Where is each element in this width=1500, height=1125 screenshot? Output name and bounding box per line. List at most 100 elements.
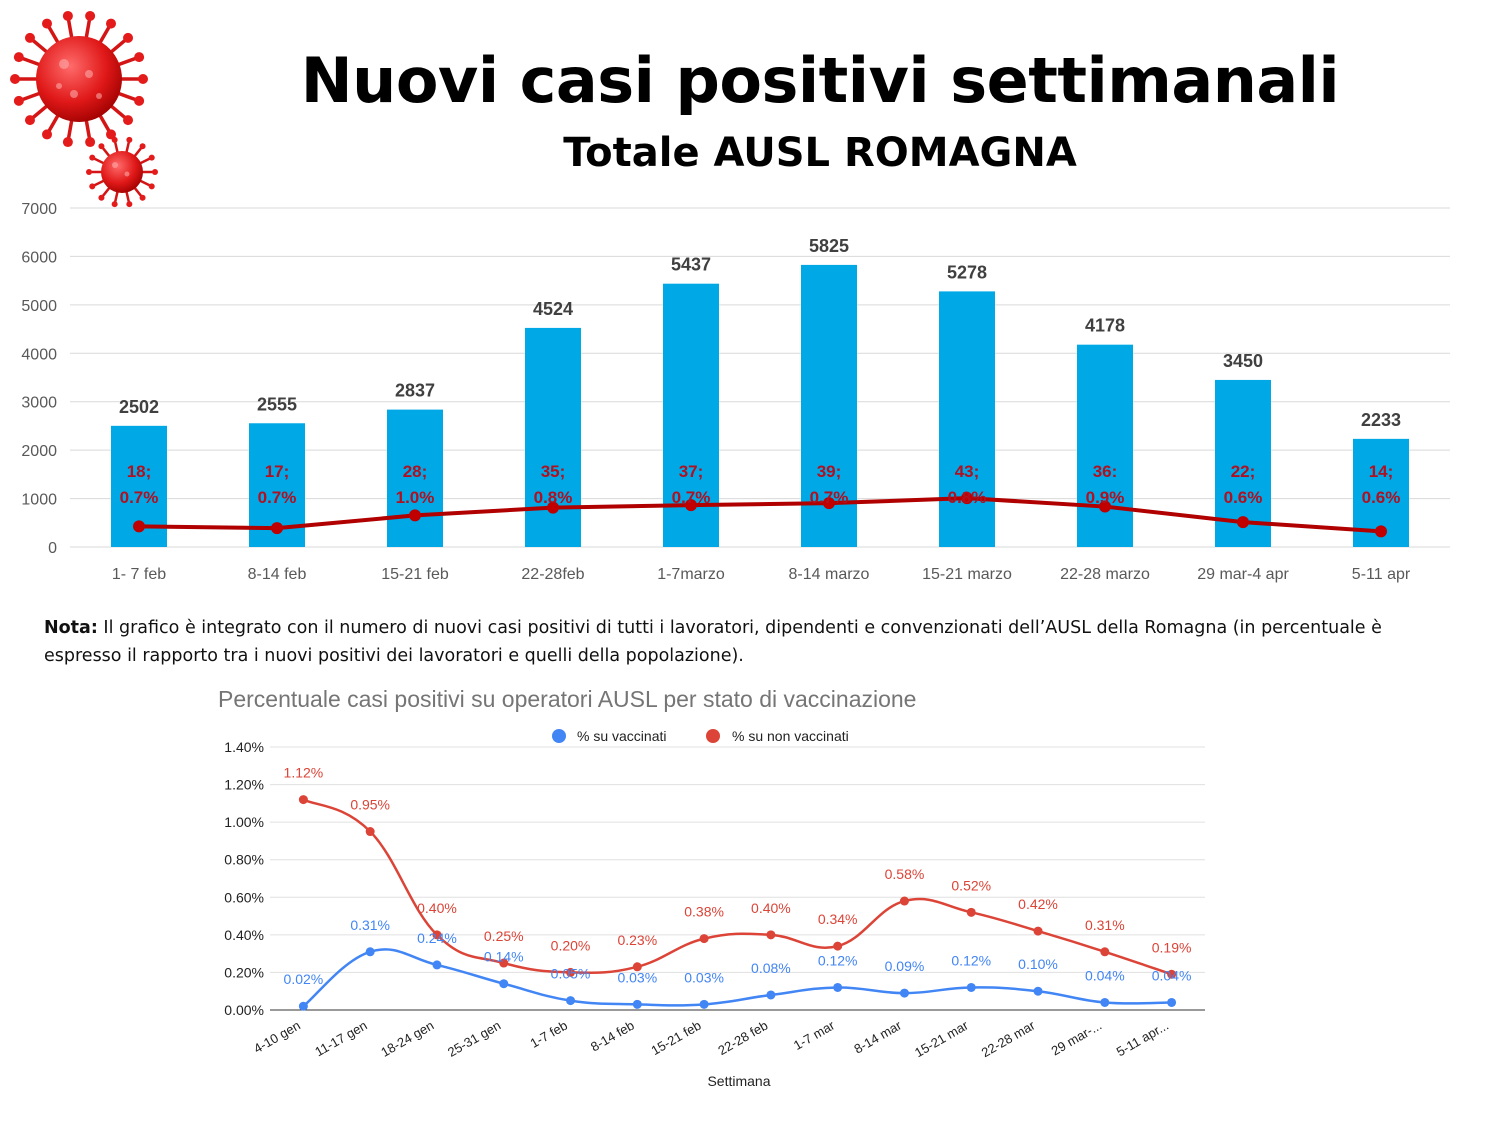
x-tick-label: 1- 7 feb bbox=[112, 566, 166, 583]
y-tick-label: 4000 bbox=[21, 346, 57, 363]
x-tick-label: 4-10 gen bbox=[251, 1018, 303, 1057]
worker-label-count: 36: bbox=[1093, 462, 1118, 481]
worker-cases-point bbox=[823, 497, 835, 510]
worker-cases-line bbox=[138, 496, 1382, 534]
worker-cases-point bbox=[961, 492, 973, 505]
nonvaccinated-point bbox=[699, 934, 709, 944]
bar-value-label: 4178 bbox=[1085, 316, 1125, 336]
nonvaccinated-point bbox=[833, 941, 843, 951]
worker-cases-point bbox=[1099, 500, 1111, 513]
large-virus-icon bbox=[10, 10, 148, 148]
chart-title: Percentuale casi positivi su operatori A… bbox=[218, 686, 916, 712]
worker-label-percent: 0.7% bbox=[672, 488, 711, 507]
x-tick-label: 29 mar-... bbox=[1049, 1018, 1105, 1059]
y-tick-label: 3000 bbox=[21, 395, 57, 412]
bar-value-label: 2233 bbox=[1361, 410, 1401, 430]
vaccinated-point bbox=[699, 999, 709, 1009]
note-label: Nota: bbox=[44, 618, 98, 638]
nonvaccinated-data-label: 1.12% bbox=[284, 765, 324, 781]
y-tick-label: 0 bbox=[48, 540, 57, 557]
y-tick-label: 1.20% bbox=[224, 777, 264, 793]
y-tick-label: 0.80% bbox=[224, 852, 264, 868]
worker-label-percent: 0.8% bbox=[534, 488, 573, 507]
x-tick-label: 5-11 apr bbox=[1352, 566, 1411, 583]
worker-label-percent: 0.6% bbox=[1362, 488, 1401, 507]
x-tick-label: 1-7 feb bbox=[527, 1018, 570, 1051]
nonvaccinated-data-label: 0.40% bbox=[751, 900, 791, 916]
nonvaccinated-line bbox=[302, 798, 1173, 976]
worker-label-count: 43; bbox=[955, 462, 980, 481]
vaccinated-data-label: 0.03% bbox=[684, 969, 724, 985]
vaccinated-data-label: 0.24% bbox=[417, 930, 457, 946]
y-tick-label: 5000 bbox=[21, 298, 57, 315]
worker-cases-point bbox=[409, 509, 421, 522]
nonvaccinated-point bbox=[766, 930, 776, 940]
worker-label-count: 39; bbox=[817, 462, 842, 481]
x-tick-label: 8-14 marzo bbox=[789, 566, 870, 583]
worker-cases-point bbox=[133, 520, 145, 533]
vaccinated-point bbox=[499, 979, 509, 989]
bar-value-label: 2502 bbox=[119, 397, 159, 417]
vaccinated-data-label: 0.04% bbox=[1152, 967, 1192, 983]
vaccinated-point bbox=[432, 960, 442, 970]
vaccinated-point bbox=[365, 947, 375, 957]
bar bbox=[939, 291, 995, 547]
x-tick-label: 8-14 feb bbox=[588, 1018, 637, 1055]
vaccinated-point bbox=[632, 999, 642, 1009]
bar-value-label: 5437 bbox=[671, 255, 711, 275]
nonvaccinated-point bbox=[499, 958, 509, 968]
nonvaccinated-point bbox=[899, 896, 909, 906]
y-tick-label: 0.40% bbox=[224, 927, 264, 943]
worker-label-percent: 0.7% bbox=[258, 488, 297, 507]
y-tick-label: 1000 bbox=[21, 492, 57, 509]
x-tick-label: 15-21 marzo bbox=[922, 566, 1012, 583]
worker-label-count: 37; bbox=[679, 462, 704, 481]
nonvaccinated-data-label: 0.38% bbox=[684, 904, 724, 920]
nonvaccinated-data-label: 0.40% bbox=[417, 900, 457, 916]
vaccination-percentage-chart: Percentuale casi positivi su operatori A… bbox=[218, 686, 1205, 1089]
nonvaccinated-point bbox=[566, 967, 576, 977]
vaccinated-data-label: 0.12% bbox=[818, 952, 858, 968]
worker-cases-point bbox=[685, 499, 697, 512]
legend-nonvaccinated-marker bbox=[706, 729, 720, 743]
note-paragraph: Nota: Il grafico è integrato con il nume… bbox=[44, 614, 1464, 670]
x-tick-label: 15-21 feb bbox=[649, 1018, 704, 1058]
x-tick-label: 8-14 mar bbox=[851, 1017, 904, 1056]
bar bbox=[387, 409, 443, 547]
nonvaccinated-data-label: 0.42% bbox=[1018, 896, 1058, 912]
x-tick-label: 18-24 gen bbox=[378, 1018, 436, 1060]
nonvaccinated-point bbox=[1100, 947, 1110, 957]
vaccinated-point bbox=[899, 988, 909, 998]
worker-label-count: 14; bbox=[1369, 462, 1394, 481]
vaccinated-data-label: 0.31% bbox=[350, 917, 390, 933]
worker-cases-point bbox=[1375, 525, 1387, 538]
x-tick-label: 5-11 apr... bbox=[1114, 1018, 1171, 1060]
worker-cases-point bbox=[271, 522, 283, 535]
x-tick-label: 8-14 feb bbox=[248, 566, 307, 583]
nonvaccinated-data-label: 0.34% bbox=[818, 911, 858, 927]
x-tick-label: 25-31 gen bbox=[445, 1018, 503, 1060]
bar-value-label: 2837 bbox=[395, 381, 435, 401]
vaccinated-data-label: 0.14% bbox=[484, 949, 524, 965]
bar-value-label: 5825 bbox=[809, 236, 849, 256]
nonvaccinated-point bbox=[632, 962, 642, 972]
nonvaccinated-point bbox=[298, 795, 308, 805]
nonvaccinated-data-label: 0.31% bbox=[1085, 917, 1125, 933]
nonvaccinated-point bbox=[432, 930, 442, 940]
worker-label-count: 18; bbox=[127, 462, 152, 481]
y-tick-label: 1.40% bbox=[224, 739, 264, 755]
x-axis-title: Settimana bbox=[707, 1073, 770, 1089]
vaccinated-data-label: 0.10% bbox=[1018, 956, 1058, 972]
vaccinated-point bbox=[1100, 997, 1110, 1007]
vaccinated-data-label: 0.02% bbox=[284, 971, 324, 987]
nonvaccinated-data-label: 0.52% bbox=[951, 877, 991, 893]
y-tick-label: 0.60% bbox=[224, 889, 264, 905]
y-tick-label: 7000 bbox=[21, 201, 57, 218]
worker-cases-point bbox=[1237, 516, 1249, 529]
vaccinated-data-label: 0.04% bbox=[1085, 967, 1125, 983]
vaccinated-data-label: 0.09% bbox=[885, 958, 925, 974]
x-tick-label: 1-7marzo bbox=[657, 566, 725, 583]
page-subtitle: Totale AUSL ROMAGNA bbox=[563, 130, 1077, 176]
bar-value-label: 3450 bbox=[1223, 351, 1263, 371]
worker-label-count: 17; bbox=[265, 462, 290, 481]
